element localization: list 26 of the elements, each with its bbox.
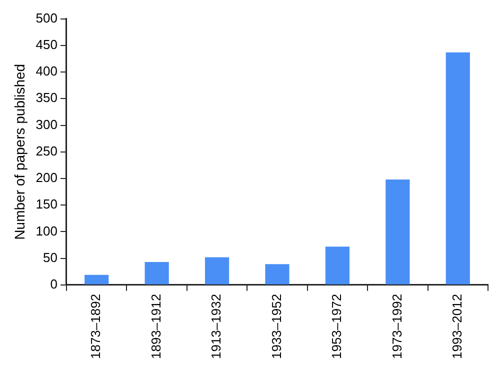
y-tick-label: 500	[36, 10, 58, 26]
x-tick-label: 1973–1992	[389, 294, 404, 360]
x-tick-label: 1893–1912	[148, 294, 164, 360]
bar	[144, 262, 169, 284]
y-tick-label: 50	[43, 250, 58, 265]
y-tick-label: 400	[36, 64, 58, 79]
bar	[84, 274, 109, 284]
y-tick-label: 300	[36, 116, 58, 132]
bar	[325, 246, 350, 284]
y-tick-label: 350	[36, 90, 58, 106]
y-axis-title: Number of papers published	[11, 64, 28, 240]
y-tick-label: 200	[36, 170, 58, 186]
x-tick-label: 1993–2012	[449, 294, 464, 360]
x-tick-label: 1913–1932	[208, 294, 224, 360]
bar	[386, 180, 410, 284]
y-tick-label: 0	[50, 276, 58, 292]
y-tick-label: 250	[36, 143, 58, 158]
y-tick-label: 150	[36, 196, 58, 212]
y-tick-label: 100	[36, 223, 58, 238]
x-tick-label: 1873–1892	[88, 294, 104, 360]
bar	[204, 257, 230, 284]
x-tick-label: 1933–1952	[268, 294, 284, 360]
bar	[446, 52, 470, 284]
y-tick-label: 450	[36, 36, 58, 52]
bar	[265, 264, 290, 284]
x-tick-label: 1953–1972	[329, 294, 344, 360]
